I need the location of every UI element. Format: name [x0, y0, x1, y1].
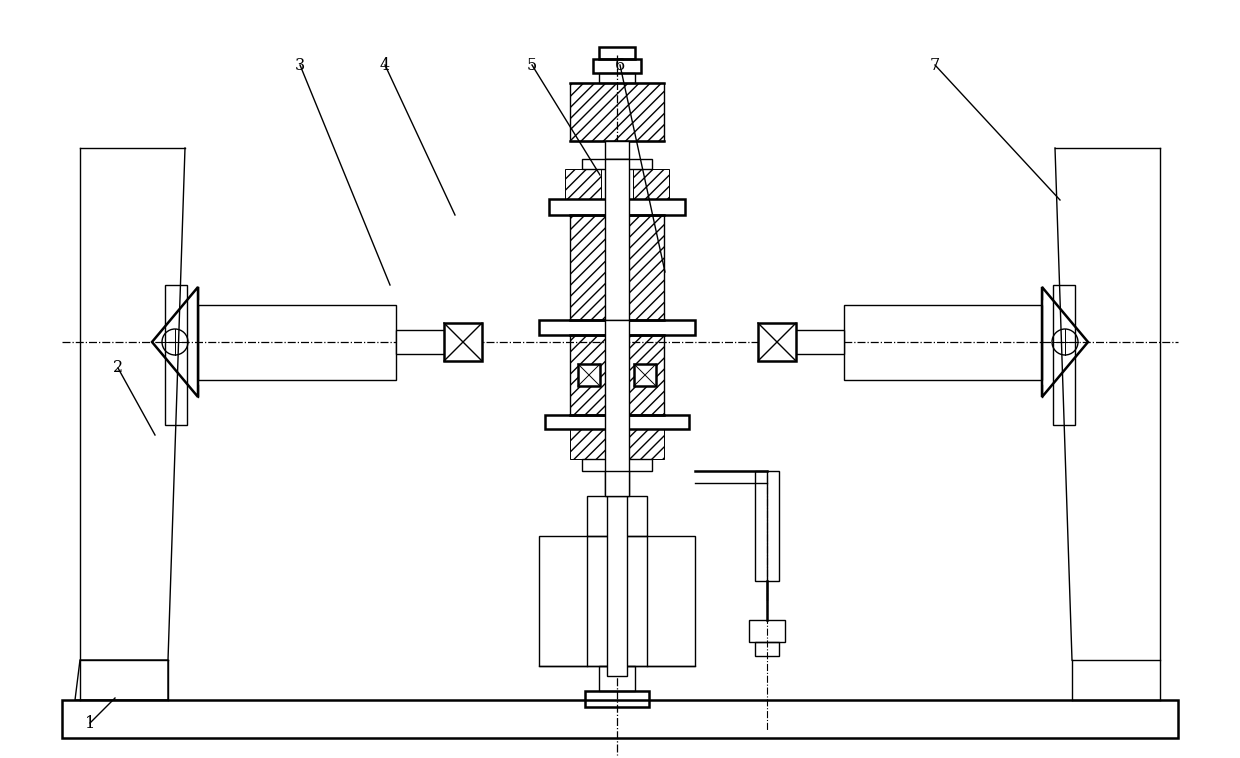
- Bar: [755, 642, 779, 656]
- Bar: [634, 364, 656, 386]
- Bar: [755, 471, 779, 581]
- Text: 3: 3: [295, 57, 305, 74]
- Text: 4: 4: [379, 57, 391, 74]
- Bar: [599, 73, 635, 83]
- Bar: [1053, 285, 1075, 425]
- Bar: [62, 700, 1178, 738]
- Bar: [570, 335, 663, 415]
- Bar: [396, 330, 463, 354]
- Bar: [582, 159, 652, 169]
- Bar: [198, 305, 396, 380]
- Bar: [632, 169, 670, 199]
- Bar: [605, 159, 629, 320]
- Bar: [585, 691, 649, 707]
- Bar: [624, 429, 663, 459]
- Text: 7: 7: [930, 57, 940, 74]
- Bar: [605, 320, 629, 495]
- Bar: [608, 496, 627, 676]
- Text: 6: 6: [615, 57, 625, 74]
- Bar: [539, 320, 694, 335]
- Text: 2: 2: [113, 359, 123, 377]
- Bar: [758, 323, 796, 361]
- Bar: [605, 141, 629, 159]
- Bar: [578, 364, 600, 386]
- Bar: [444, 323, 482, 361]
- Bar: [165, 285, 187, 425]
- Bar: [570, 429, 610, 459]
- Bar: [599, 666, 635, 691]
- Bar: [599, 47, 635, 59]
- Bar: [565, 169, 601, 199]
- Bar: [593, 59, 641, 73]
- Bar: [587, 496, 647, 536]
- Text: 1: 1: [84, 715, 95, 731]
- Bar: [606, 364, 627, 386]
- Text: 5: 5: [527, 57, 537, 74]
- Bar: [539, 536, 694, 666]
- Bar: [570, 215, 663, 320]
- Bar: [605, 471, 629, 496]
- Bar: [582, 459, 652, 471]
- Bar: [549, 199, 684, 215]
- Bar: [844, 305, 1042, 380]
- Bar: [546, 415, 689, 429]
- Bar: [777, 330, 844, 354]
- Bar: [749, 620, 785, 642]
- Bar: [570, 83, 663, 141]
